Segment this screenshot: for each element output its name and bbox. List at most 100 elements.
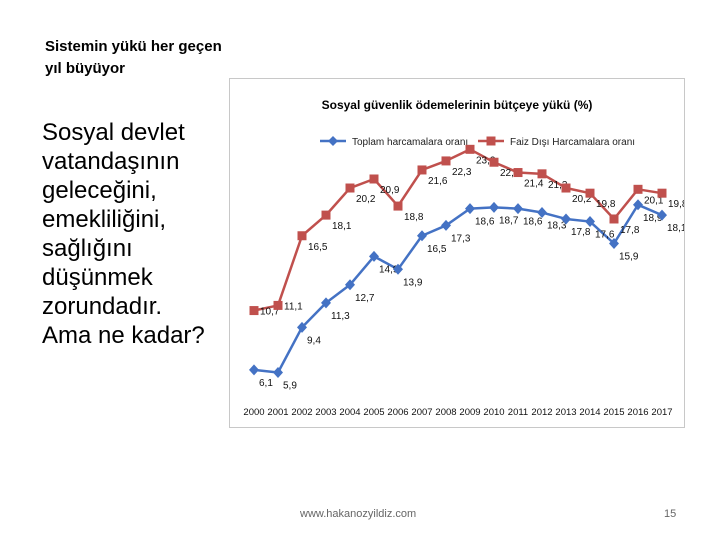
data-point-s1-2000 <box>249 364 259 376</box>
data-label-s1-2001: 5,9 <box>283 380 297 391</box>
x-tick-label-2010: 2010 <box>483 407 504 418</box>
data-label-s2-2017: 19,8 <box>668 199 684 210</box>
data-label-s2-2003: 18,1 <box>332 221 352 232</box>
data-label-s2-2002: 16,5 <box>308 242 328 253</box>
data-label-s1-2009: 18,6 <box>475 217 495 228</box>
data-point-s2-2008 <box>441 156 451 166</box>
data-label-s1-2014: 17,6 <box>595 230 615 241</box>
x-tick-label-2003: 2003 <box>315 407 336 418</box>
data-point-s2-2013 <box>561 183 571 193</box>
data-point-s2-2009 <box>465 144 475 154</box>
data-label-s2-2001: 11,1 <box>284 301 303 312</box>
data-point-s1-2012 <box>537 207 547 219</box>
data-point-s1-2015 <box>609 237 619 249</box>
x-tick-label-2015: 2015 <box>603 407 624 418</box>
data-label-s1-2004: 12,7 <box>355 293 375 304</box>
data-label-s1-2000: 6,1 <box>259 378 273 389</box>
body-line-6: düşünmek <box>42 264 153 291</box>
data-label-s1-2006: 13,9 <box>403 277 423 288</box>
data-label-s1-2017: 18,1 <box>667 223 684 234</box>
data-label-s2-2008: 22,3 <box>452 167 472 178</box>
x-tick-label-2000: 2000 <box>243 407 264 418</box>
data-point-s2-2012 <box>537 169 547 179</box>
body-line-3: geleceğini, <box>42 177 157 204</box>
data-label-s2-2004: 20,2 <box>356 194 376 205</box>
data-point-s2-2010 <box>489 157 499 167</box>
x-tick-label-2013: 2013 <box>555 407 576 418</box>
data-label-s1-2010: 18,7 <box>499 215 519 226</box>
series-line-1 <box>253 203 663 374</box>
data-point-s2-2011 <box>513 168 523 178</box>
legend-marker-2 <box>486 136 496 146</box>
data-label-s2-2011: 21,4 <box>524 179 544 190</box>
data-label-s2-2016: 20,1 <box>644 195 664 206</box>
data-label-s1-2011: 18,6 <box>523 217 543 228</box>
body-line-5: sağlığını <box>42 235 133 262</box>
body-line-7: zorundadır. <box>42 293 163 320</box>
data-point-s1-2004 <box>345 279 355 291</box>
data-label-s2-2006: 18,8 <box>404 212 424 223</box>
data-label-s2-2012: 21,3 <box>548 180 568 191</box>
data-label-s1-2012: 18,3 <box>547 221 567 232</box>
x-tick-label-2004: 2004 <box>339 407 360 418</box>
data-point-s2-2007 <box>417 165 427 175</box>
data-point-s1-2006 <box>393 263 403 275</box>
data-label-s1-2002: 9,4 <box>307 335 321 346</box>
slide-title-line-2: yıl büyüyor <box>45 60 126 77</box>
data-label-s2-2014: 19,8 <box>596 199 616 210</box>
x-tick-label-2002: 2002 <box>291 407 312 418</box>
data-point-s2-2004 <box>345 183 355 193</box>
data-label-s2-2000: 10,7 <box>260 307 280 318</box>
data-point-s1-2013 <box>561 213 571 225</box>
slide-body-text: Sosyal devlet vatandaşının geleceğini, e… <box>42 118 232 350</box>
data-point-s1-2001 <box>273 366 283 378</box>
line-chart: Sosyal güvenlik ödemelerinin bütçeye yük… <box>243 98 687 418</box>
x-tick-label-2005: 2005 <box>363 407 384 418</box>
body-line-1: Sosyal devlet <box>42 119 185 146</box>
data-label-s1-2005: 14,9 <box>379 264 399 275</box>
data-label-s2-2010: 22,2 <box>500 168 520 179</box>
data-label-s2-2007: 21,6 <box>428 176 448 187</box>
data-label-s2-2005: 20,9 <box>380 185 400 196</box>
chart-panel: Sosyal güvenlik ödemelerinin bütçeye yük… <box>229 78 688 428</box>
data-point-s2-2017 <box>657 188 667 198</box>
data-label-s1-2003: 11,3 <box>331 311 350 322</box>
x-tick-label-2014: 2014 <box>579 407 600 418</box>
legend-label-1: Toplam harcamalara oranı <box>352 137 468 148</box>
data-point-s1-2008 <box>441 219 451 231</box>
data-point-s2-2016 <box>633 184 643 194</box>
slide-title: Sistemin yükü her geçen yıl büyüyor <box>45 36 265 80</box>
x-tick-label-2017: 2017 <box>651 407 672 418</box>
body-line-8: Ama ne kadar? <box>42 322 205 349</box>
data-point-s2-2015 <box>609 214 619 224</box>
body-line-2: vatandaşının <box>42 148 180 175</box>
data-label-s2-2015: 17,8 <box>620 225 640 236</box>
data-point-s2-2014 <box>585 188 595 198</box>
data-point-s2-2002 <box>297 231 307 241</box>
footer-url[interactable]: www.hakanozyildiz.com <box>300 508 417 520</box>
x-tick-label-2016: 2016 <box>627 407 648 418</box>
data-point-s1-2009 <box>465 203 475 215</box>
body-line-4: emekliliğini, <box>42 206 167 233</box>
x-tick-label-2009: 2009 <box>459 407 480 418</box>
data-label-s1-2015: 15,9 <box>619 251 639 262</box>
slide-title-line-1: Sistemin yükü her geçen <box>45 38 222 55</box>
data-label-s2-2013: 20,2 <box>572 194 592 205</box>
data-point-s1-2010 <box>489 201 499 213</box>
data-point-s2-2000 <box>249 306 259 316</box>
data-point-s1-2014 <box>585 216 595 228</box>
data-point-s1-2005 <box>369 250 379 262</box>
x-tick-label-2001: 2001 <box>267 407 288 418</box>
data-point-s1-2003 <box>321 297 331 309</box>
legend-marker-1 <box>328 136 338 146</box>
data-label-s1-2013: 17,8 <box>571 227 591 238</box>
data-point-s2-2006 <box>393 201 403 211</box>
data-point-s1-2002 <box>297 321 307 333</box>
data-label-s1-2007: 16,5 <box>427 244 447 255</box>
page-number: 15 <box>664 508 677 520</box>
data-point-s2-2005 <box>369 174 379 184</box>
data-point-s1-2017 <box>657 209 667 221</box>
data-point-s2-2003 <box>321 210 331 220</box>
data-label-s1-2008: 17,3 <box>451 233 471 244</box>
data-label-s2-2009: 23,2 <box>476 155 496 166</box>
